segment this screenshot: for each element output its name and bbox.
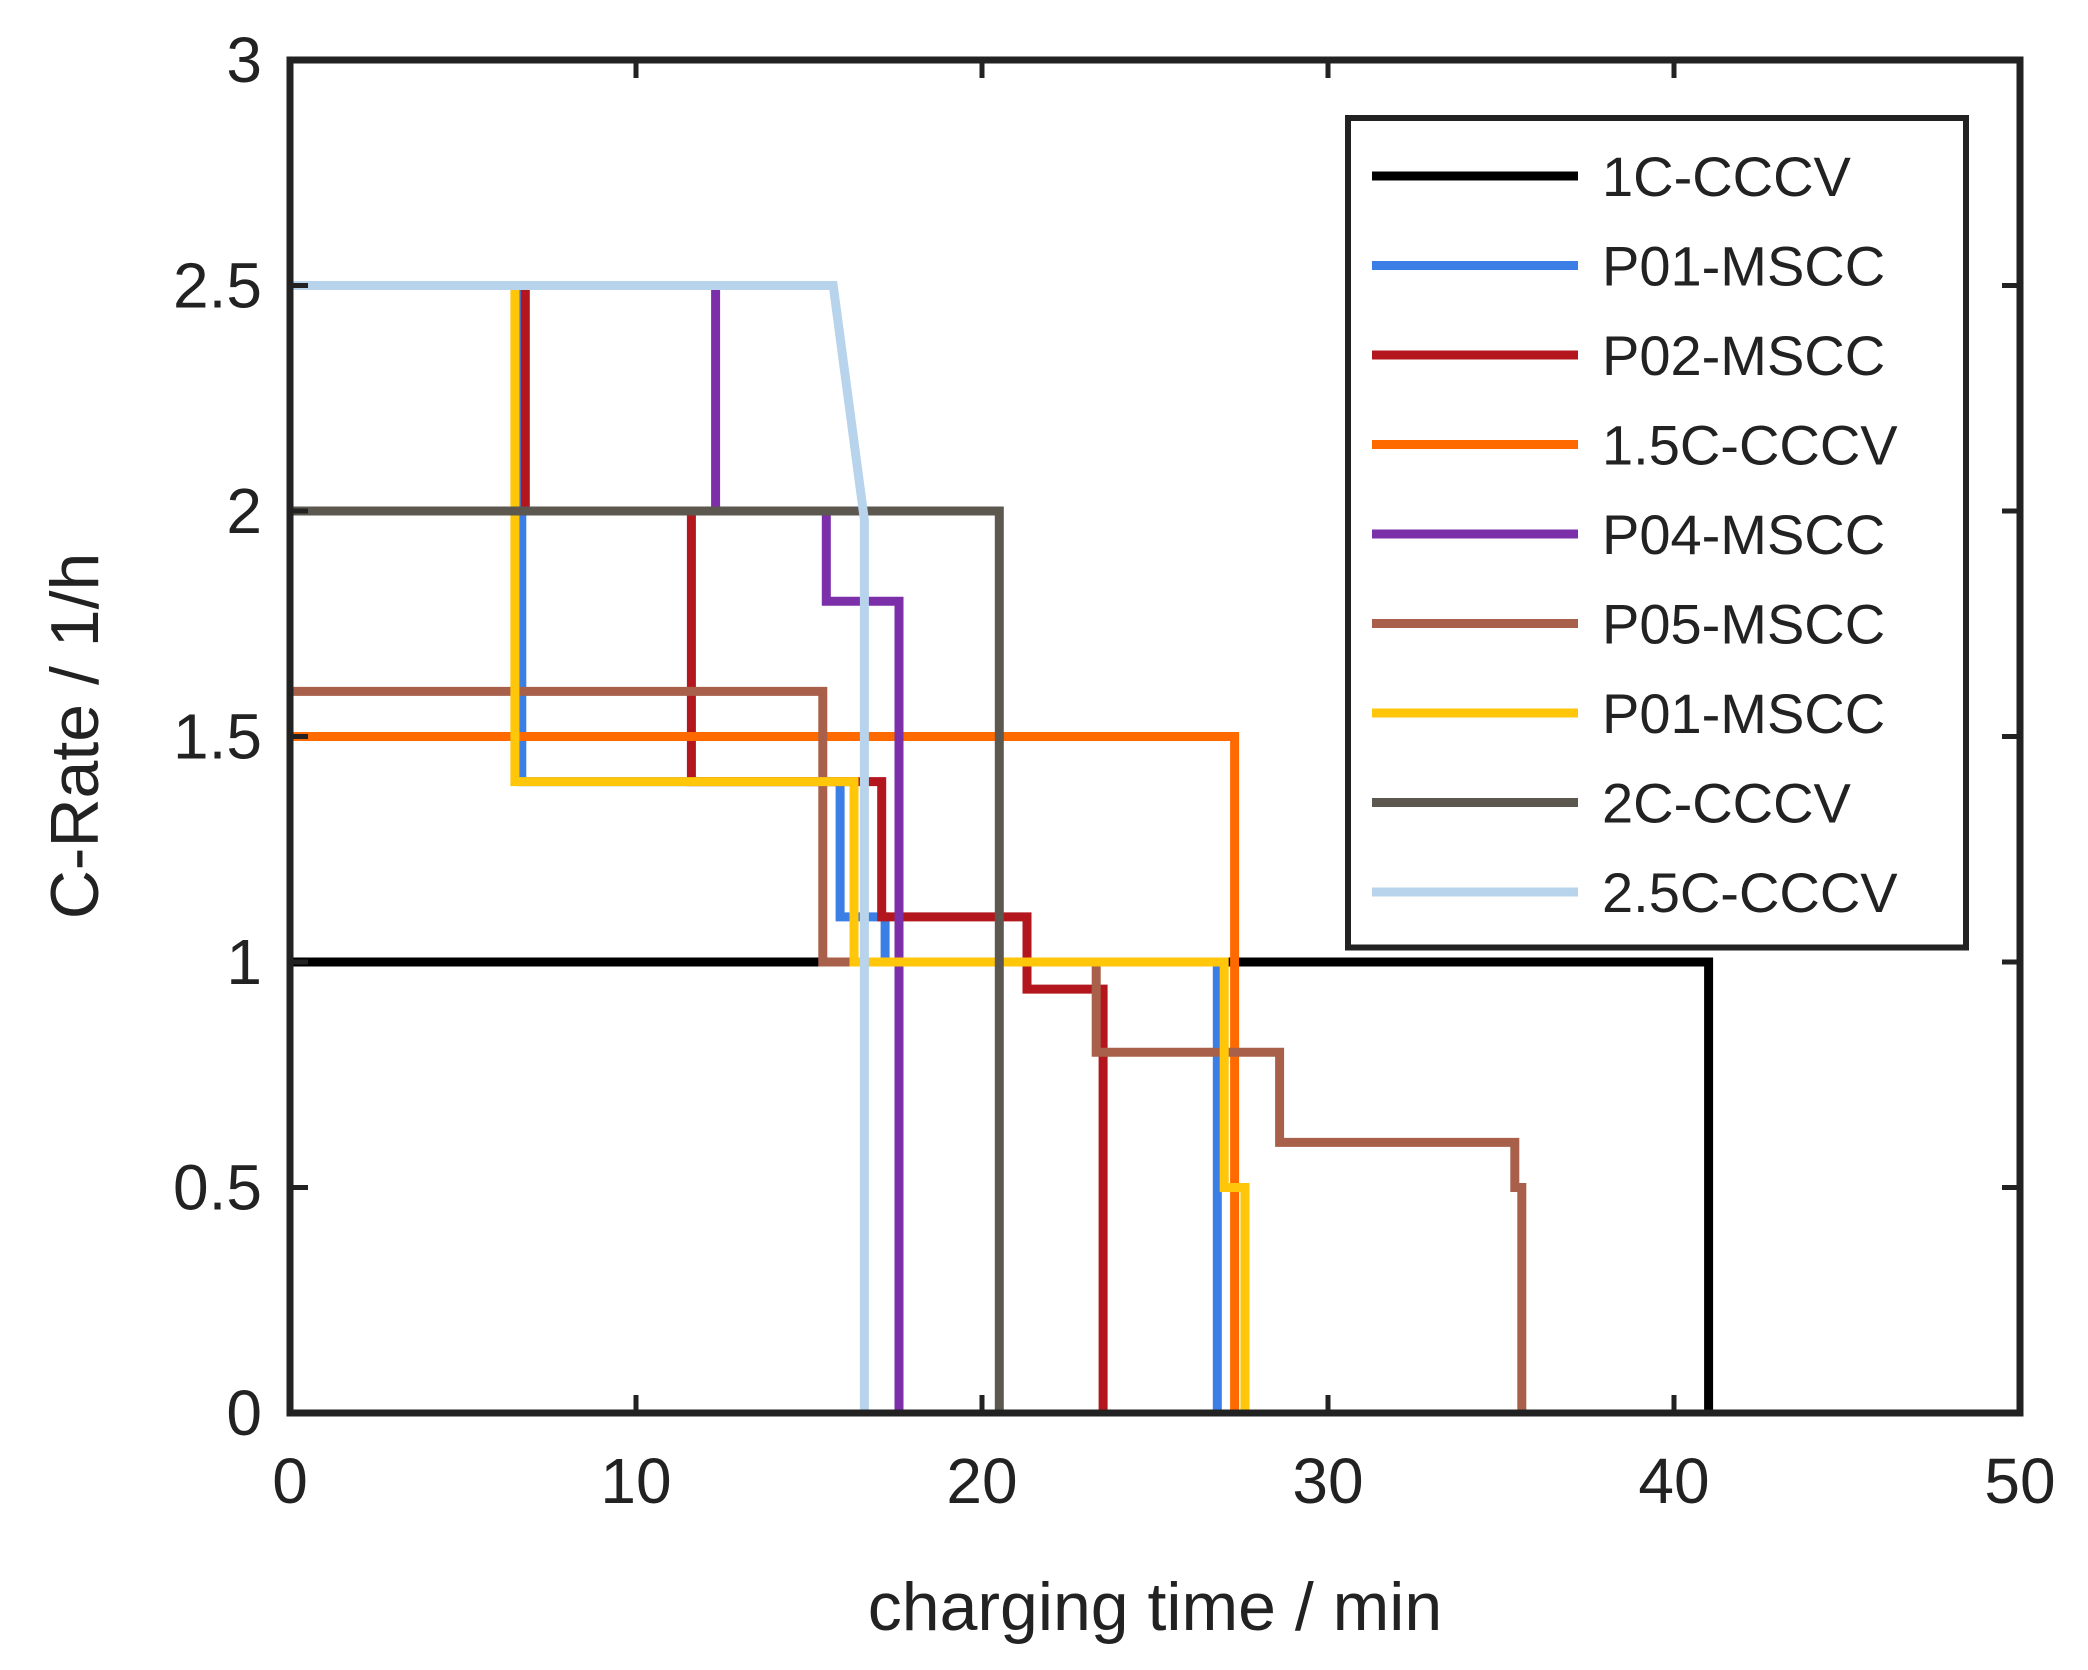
series-line-6 xyxy=(290,281,1250,1413)
legend-label-1: P01-MSCC xyxy=(1602,235,1885,298)
y-tick-label: 1 xyxy=(226,926,262,998)
legend-label-2: P02-MSCC xyxy=(1602,324,1885,387)
x-tick-label: 20 xyxy=(946,1445,1017,1517)
series-line-0 xyxy=(290,957,1714,1413)
x-tick-label: 50 xyxy=(1984,1445,2055,1517)
x-tick-label: 40 xyxy=(1638,1445,1709,1517)
x-tick-label: 30 xyxy=(1292,1445,1363,1517)
y-tick-label: 2.5 xyxy=(173,250,262,322)
y-tick-label: 0 xyxy=(226,1377,262,1449)
y-axis-label: C-Rate / 1/h xyxy=(37,553,113,920)
legend: 1C-CCCV P01-MSCC P02-MSCC 1.5C-CCCV P04-MSCC… xyxy=(1345,115,1969,951)
x-tick-label: 10 xyxy=(600,1445,671,1517)
legend-label-0: 1C-CCCV xyxy=(1602,145,1852,208)
series-line-5 xyxy=(290,686,1527,1413)
legend-label-3: 1.5C-CCCV xyxy=(1602,414,1898,477)
legend-label-6: P01-MSCC xyxy=(1602,682,1885,745)
legend-label-4: P04-MSCC xyxy=(1602,503,1885,566)
series-line-2 xyxy=(290,281,1108,1413)
legend-label-8: 2.5C-CCCV xyxy=(1602,861,1898,924)
ticks-layer: 0 10 20 30 40 50 0 0.5 1 1.5 2 2.5 3 xyxy=(173,24,2056,1517)
series-line-7 xyxy=(290,506,1004,1413)
y-tick-label: 3 xyxy=(226,24,262,96)
series-line-8 xyxy=(290,281,869,1413)
legend-label-7: 2C-CCCV xyxy=(1602,772,1852,835)
series-layer xyxy=(290,281,1714,1413)
x-axis-label: charging time / min xyxy=(868,1569,1442,1645)
x-tick-label: 0 xyxy=(272,1445,308,1517)
y-tick-label: 0.5 xyxy=(173,1152,262,1224)
y-tick-label: 2 xyxy=(226,475,262,547)
legend-label-5: P05-MSCC xyxy=(1602,593,1885,656)
y-tick-label: 1.5 xyxy=(173,701,262,773)
